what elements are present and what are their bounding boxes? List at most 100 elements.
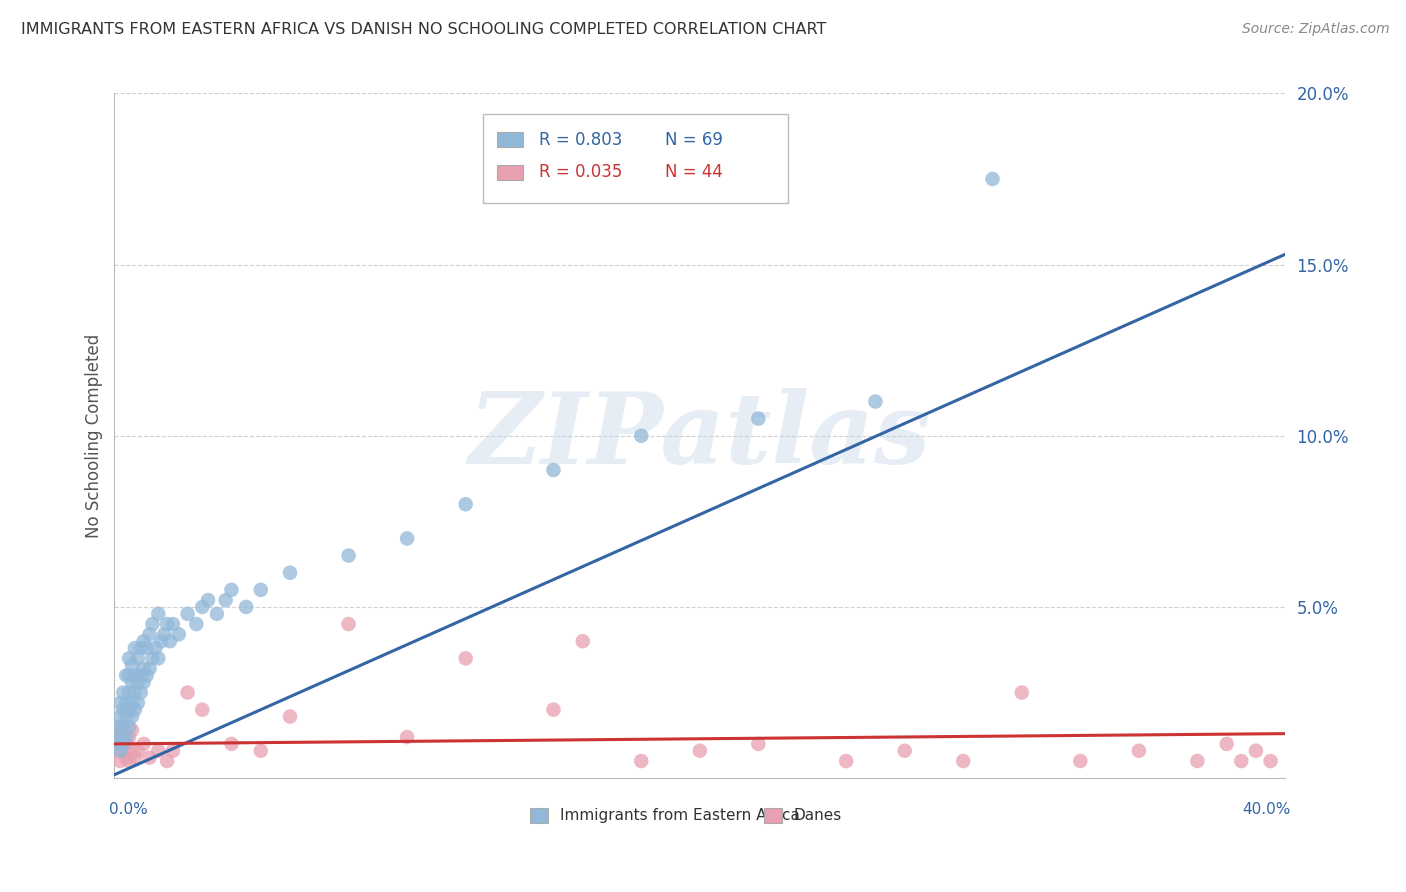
Text: R = 0.035: R = 0.035 <box>540 163 623 181</box>
Point <box>337 617 360 632</box>
Point <box>118 720 141 734</box>
Point <box>162 744 184 758</box>
Point <box>129 685 152 699</box>
Text: N = 44: N = 44 <box>665 163 723 181</box>
Point <box>138 627 160 641</box>
Point <box>543 463 565 477</box>
Point <box>118 668 141 682</box>
Point <box>191 703 214 717</box>
Bar <box>530 808 548 823</box>
Point <box>112 703 135 717</box>
Text: ZIPatlas: ZIPatlas <box>468 387 931 484</box>
Point <box>105 744 128 758</box>
Point <box>124 750 146 764</box>
Point <box>112 685 135 699</box>
Point <box>167 627 190 641</box>
Point <box>115 730 138 744</box>
Point <box>249 744 271 758</box>
Point <box>121 744 143 758</box>
Point <box>235 599 257 614</box>
Point <box>110 744 132 758</box>
Point <box>1244 744 1267 758</box>
Point <box>278 709 301 723</box>
Point <box>132 675 155 690</box>
Point <box>110 709 132 723</box>
Point <box>153 627 176 641</box>
Point <box>118 685 141 699</box>
Point <box>630 429 652 443</box>
Point <box>156 754 179 768</box>
Text: Immigrants from Eastern Africa: Immigrants from Eastern Africa <box>560 808 800 823</box>
Point <box>127 696 149 710</box>
Point <box>124 668 146 682</box>
Point <box>132 634 155 648</box>
Point <box>115 668 138 682</box>
Point <box>162 617 184 632</box>
Point <box>893 744 915 758</box>
Point <box>129 668 152 682</box>
Point <box>141 617 163 632</box>
Point <box>952 754 974 768</box>
Point <box>1187 754 1209 768</box>
Point <box>176 607 198 621</box>
Point <box>115 696 138 710</box>
Point <box>135 668 157 682</box>
Point <box>145 641 167 656</box>
Point <box>110 720 132 734</box>
Point <box>630 754 652 768</box>
Point <box>115 737 138 751</box>
Point <box>689 744 711 758</box>
Point <box>110 737 132 751</box>
Point <box>135 641 157 656</box>
Text: R = 0.803: R = 0.803 <box>540 131 623 149</box>
Point <box>121 658 143 673</box>
Point <box>835 754 858 768</box>
Point <box>141 651 163 665</box>
Bar <box>765 808 782 823</box>
Point <box>221 582 243 597</box>
Point <box>110 696 132 710</box>
Point <box>127 651 149 665</box>
Point <box>112 737 135 751</box>
Point <box>112 720 135 734</box>
Point <box>186 617 208 632</box>
Text: Source: ZipAtlas.com: Source: ZipAtlas.com <box>1241 22 1389 37</box>
Point <box>121 696 143 710</box>
Bar <box>498 132 523 147</box>
Point <box>132 662 155 676</box>
Point <box>396 730 419 744</box>
Point <box>214 593 236 607</box>
Point <box>1215 737 1237 751</box>
Point <box>197 593 219 607</box>
Point <box>110 754 132 768</box>
Bar <box>498 165 523 179</box>
Point <box>110 730 132 744</box>
Point <box>148 744 170 758</box>
Text: N = 69: N = 69 <box>665 131 723 149</box>
Point <box>138 662 160 676</box>
Point <box>159 634 181 648</box>
Point <box>132 737 155 751</box>
Point <box>1230 754 1253 768</box>
Point <box>124 703 146 717</box>
Point <box>148 651 170 665</box>
Point <box>249 582 271 597</box>
Point <box>747 737 769 751</box>
Point <box>121 723 143 738</box>
Point <box>127 744 149 758</box>
Point <box>191 599 214 614</box>
Point <box>124 641 146 656</box>
Point <box>105 730 128 744</box>
Point <box>543 703 565 717</box>
Point <box>118 754 141 768</box>
Text: 0.0%: 0.0% <box>108 802 148 817</box>
Point <box>115 750 138 764</box>
Point <box>1069 754 1091 768</box>
Point <box>278 566 301 580</box>
Point <box>747 411 769 425</box>
Y-axis label: No Schooling Completed: No Schooling Completed <box>86 334 103 538</box>
Text: Danes: Danes <box>794 808 842 823</box>
Point <box>112 730 135 744</box>
Text: 40.0%: 40.0% <box>1243 802 1291 817</box>
Point <box>118 730 141 744</box>
